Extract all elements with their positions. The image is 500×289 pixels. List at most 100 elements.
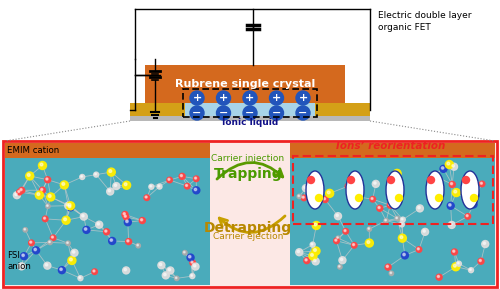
Circle shape (182, 251, 187, 255)
Circle shape (446, 160, 454, 168)
Circle shape (62, 183, 64, 185)
Circle shape (398, 234, 406, 242)
Circle shape (68, 256, 76, 264)
Circle shape (187, 254, 194, 261)
Circle shape (122, 212, 128, 217)
Circle shape (167, 267, 174, 274)
Circle shape (296, 91, 310, 105)
Circle shape (402, 252, 408, 259)
Circle shape (42, 216, 48, 222)
Text: Detrapping: Detrapping (204, 221, 292, 235)
Circle shape (64, 202, 71, 209)
Circle shape (367, 227, 372, 231)
Circle shape (83, 226, 90, 234)
Circle shape (23, 228, 28, 232)
Circle shape (194, 177, 196, 179)
Circle shape (438, 275, 440, 277)
Circle shape (416, 247, 422, 252)
Circle shape (14, 192, 20, 199)
Circle shape (440, 165, 447, 172)
Circle shape (452, 250, 455, 252)
Circle shape (398, 188, 402, 193)
Circle shape (394, 171, 398, 174)
Circle shape (479, 260, 482, 262)
Circle shape (334, 213, 342, 220)
Circle shape (38, 162, 46, 170)
Circle shape (188, 255, 191, 258)
Circle shape (36, 191, 44, 199)
Circle shape (66, 202, 74, 210)
Circle shape (483, 242, 486, 244)
Text: +: + (219, 93, 228, 103)
Circle shape (136, 243, 140, 248)
Circle shape (334, 238, 340, 244)
Ellipse shape (346, 171, 364, 209)
Circle shape (186, 184, 188, 186)
Circle shape (472, 177, 474, 179)
Circle shape (298, 195, 300, 197)
Text: −: − (272, 108, 281, 118)
Circle shape (344, 229, 346, 231)
Circle shape (385, 264, 391, 270)
Circle shape (418, 206, 420, 209)
Circle shape (68, 205, 71, 208)
Circle shape (108, 189, 110, 192)
Circle shape (84, 228, 87, 230)
Circle shape (92, 269, 98, 275)
Circle shape (478, 258, 484, 264)
Circle shape (314, 249, 316, 251)
Circle shape (48, 194, 51, 197)
Circle shape (68, 203, 71, 206)
Circle shape (378, 206, 380, 209)
Circle shape (368, 228, 370, 229)
Circle shape (126, 220, 128, 223)
Circle shape (93, 270, 95, 272)
Circle shape (312, 221, 320, 229)
Bar (293, 156, 493, 224)
Circle shape (345, 184, 350, 189)
Circle shape (44, 177, 51, 183)
Circle shape (40, 187, 46, 193)
Circle shape (194, 264, 196, 267)
Circle shape (304, 186, 306, 188)
Circle shape (122, 181, 130, 189)
Circle shape (367, 241, 370, 243)
Circle shape (436, 194, 442, 201)
Circle shape (140, 219, 142, 221)
Circle shape (80, 213, 87, 220)
Circle shape (243, 106, 257, 120)
Bar (130, 103, 370, 116)
Circle shape (447, 162, 450, 165)
Circle shape (338, 265, 342, 269)
Circle shape (48, 241, 50, 243)
Circle shape (388, 177, 394, 184)
Circle shape (78, 276, 83, 281)
Bar (5, 143, 210, 158)
Circle shape (442, 167, 444, 169)
Text: Ions’ reorientation: Ions’ reorientation (336, 141, 446, 151)
Circle shape (314, 223, 316, 226)
Bar (290, 143, 495, 285)
Circle shape (94, 172, 98, 177)
Circle shape (423, 230, 426, 232)
Circle shape (416, 205, 424, 212)
Circle shape (194, 188, 196, 191)
Circle shape (472, 192, 479, 199)
Circle shape (340, 258, 343, 261)
Circle shape (400, 222, 404, 227)
Circle shape (400, 223, 402, 225)
Circle shape (450, 163, 458, 170)
Circle shape (447, 202, 454, 209)
Circle shape (314, 259, 316, 262)
Circle shape (308, 177, 314, 184)
Circle shape (20, 264, 22, 267)
Circle shape (372, 180, 380, 187)
Circle shape (470, 201, 477, 208)
Circle shape (158, 185, 160, 187)
Circle shape (140, 218, 145, 223)
Circle shape (157, 184, 162, 189)
Text: −: − (192, 108, 202, 118)
Circle shape (450, 181, 456, 187)
Circle shape (66, 241, 70, 245)
Text: +: + (272, 93, 281, 103)
